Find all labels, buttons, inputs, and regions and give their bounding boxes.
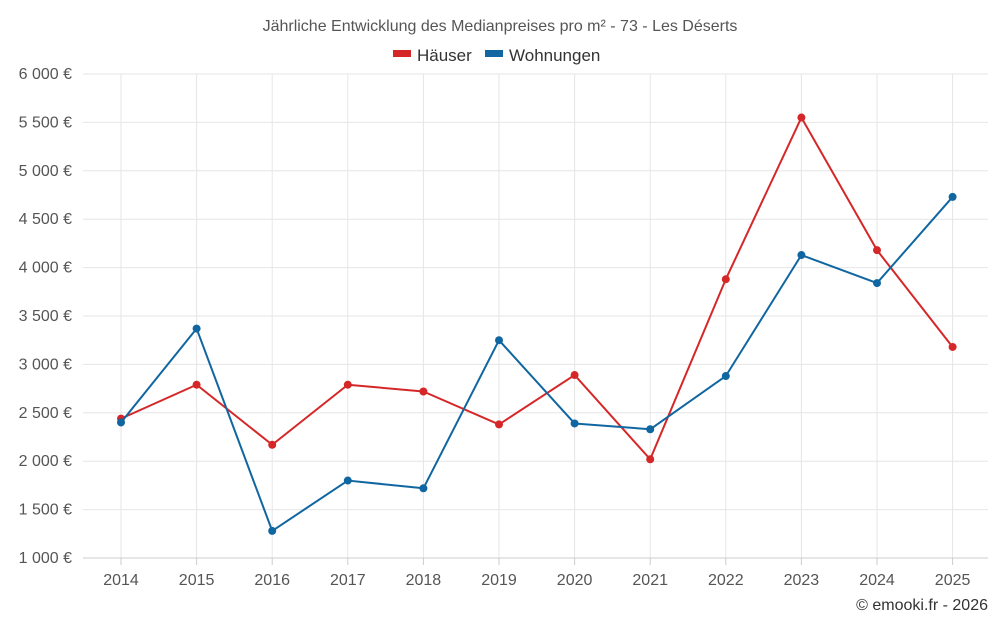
data-point-wohnungen[interactable]: [419, 484, 428, 493]
y-tick-label: 6 000 €: [19, 66, 72, 83]
x-tick-label: 2018: [406, 572, 442, 589]
legend-swatch-wohnungen: [485, 50, 503, 57]
data-point-wohnungen[interactable]: [797, 251, 806, 260]
x-tick-label: 2016: [254, 572, 290, 589]
x-tick-label: 2015: [179, 572, 215, 589]
data-point-hauser[interactable]: [797, 113, 806, 122]
data-point-hauser[interactable]: [419, 387, 428, 396]
y-tick-label: 1 000 €: [19, 550, 72, 567]
chart-title: Jährliche Entwicklung des Medianpreises …: [263, 18, 738, 35]
y-tick-label: 5 500 €: [19, 114, 72, 131]
x-tick-label: 2024: [859, 572, 895, 589]
legend-item-hauser[interactable]: Häuser: [393, 46, 472, 65]
y-tick-label: 3 000 €: [19, 356, 72, 373]
x-tick-label: 2020: [557, 572, 593, 589]
data-point-wohnungen[interactable]: [646, 425, 655, 434]
y-tick-label: 2 500 €: [19, 405, 72, 422]
data-point-hauser[interactable]: [343, 380, 352, 389]
legend-item-wohnungen[interactable]: Wohnungen: [485, 46, 600, 65]
data-point-wohnungen[interactable]: [192, 324, 201, 333]
y-tick-label: 5 000 €: [19, 163, 72, 180]
data-point-wohnungen[interactable]: [721, 372, 730, 381]
data-point-wohnungen[interactable]: [268, 526, 277, 535]
x-tick-label: 2017: [330, 572, 366, 589]
legend: Häuser Wohnungen: [393, 46, 600, 65]
data-point-hauser[interactable]: [646, 455, 655, 464]
data-point-wohnungen[interactable]: [495, 336, 503, 345]
data-point-wohnungen[interactable]: [570, 419, 579, 428]
series-line-hauser: [120, 116, 954, 461]
x-tick-label: 2023: [784, 572, 820, 589]
series: [117, 113, 957, 535]
data-point-wohnungen[interactable]: [117, 418, 125, 427]
legend-swatch-hauser: [393, 50, 411, 57]
data-point-hauser[interactable]: [721, 275, 730, 284]
data-point-hauser[interactable]: [873, 246, 881, 255]
y-tick-label: 3 500 €: [19, 308, 72, 325]
y-tick-label: 2 000 €: [19, 453, 72, 470]
x-tick-label: 2022: [708, 572, 744, 589]
x-tick-label: 2014: [103, 572, 139, 589]
copyright-credit: © emooki.fr - 2026: [856, 597, 988, 614]
data-point-hauser[interactable]: [268, 440, 277, 449]
x-tick-label: 2019: [481, 572, 517, 589]
y-tick-label: 1 500 €: [19, 502, 72, 519]
data-point-hauser[interactable]: [948, 342, 957, 351]
series-line-wohnungen: [120, 196, 954, 532]
legend-label-hauser: Häuser: [417, 46, 472, 65]
data-point-wohnungen[interactable]: [873, 279, 881, 288]
data-point-hauser[interactable]: [570, 371, 579, 380]
axes: 1 000 € 1 500 € 2 000 € 2 500 € 3 000 € 3 500…: [19, 66, 988, 589]
data-point-hauser[interactable]: [495, 420, 503, 429]
legend-label-wohnungen: Wohnungen: [509, 46, 600, 65]
x-tick-label: 2021: [632, 572, 668, 589]
gridlines: [83, 73, 988, 558]
y-tick-label: 4 000 €: [19, 260, 72, 277]
data-point-wohnungen[interactable]: [343, 476, 352, 485]
data-point-wohnungen[interactable]: [948, 192, 957, 201]
data-point-hauser[interactable]: [192, 380, 201, 389]
y-tick-label: 4 500 €: [19, 211, 72, 228]
x-tick-label: 2025: [935, 572, 971, 589]
